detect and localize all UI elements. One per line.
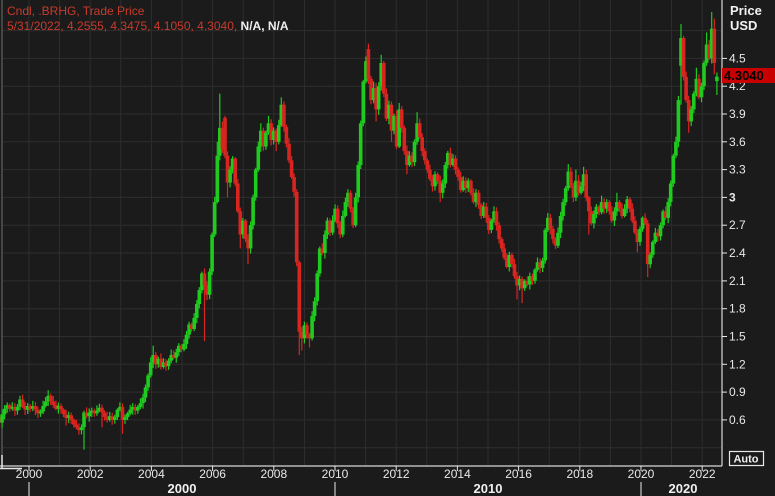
svg-text:4.5: 4.5 [729,51,746,65]
svg-text:2010: 2010 [474,481,503,496]
svg-text:0.6: 0.6 [729,413,746,427]
svg-text:1.8: 1.8 [729,302,746,316]
svg-text:4.3040: 4.3040 [724,68,764,83]
svg-text:2000: 2000 [168,481,197,496]
svg-text:2.1: 2.1 [729,274,746,288]
svg-text:0.9: 0.9 [729,385,746,399]
svg-text:2020: 2020 [669,481,698,496]
svg-text:2.7: 2.7 [729,218,746,232]
svg-text:2018: 2018 [566,467,593,481]
svg-text:5/31/2022, 4.2555, 4.3475, 4.1: 5/31/2022, 4.2555, 4.3475, 4.1050, 4.304… [7,19,289,33]
svg-text:1.2: 1.2 [729,357,746,371]
svg-text:2012: 2012 [383,467,410,481]
svg-text:1.5: 1.5 [729,330,746,344]
svg-text:3.9: 3.9 [729,107,746,121]
svg-text:USD: USD [730,18,757,33]
svg-text:2008: 2008 [260,467,287,481]
svg-text:3: 3 [729,190,736,204]
svg-text:2016: 2016 [505,467,532,481]
svg-text:3.6: 3.6 [729,135,746,149]
svg-text:2010: 2010 [322,467,349,481]
svg-text:2002: 2002 [77,467,104,481]
svg-text:3.3: 3.3 [729,163,746,177]
svg-text:Cndl, .BRHG, Trade Price: Cndl, .BRHG, Trade Price [7,4,145,18]
svg-text:2004: 2004 [138,467,165,481]
svg-text:Price: Price [730,3,762,18]
svg-text:2014: 2014 [444,467,471,481]
svg-text:Auto: Auto [733,454,758,466]
svg-text:2022: 2022 [689,467,716,481]
svg-text:2020: 2020 [628,467,655,481]
svg-text:2006: 2006 [199,467,226,481]
svg-text:2.4: 2.4 [729,246,746,260]
svg-text:2000: 2000 [16,467,43,481]
